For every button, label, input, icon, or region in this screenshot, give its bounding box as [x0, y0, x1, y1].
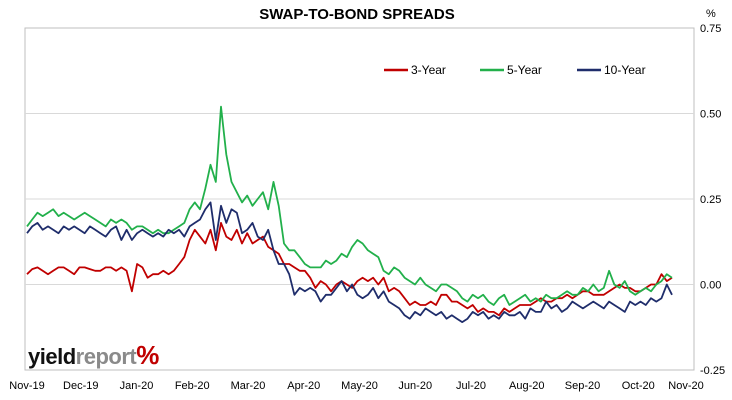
x-tick-label: Mar-20 — [231, 380, 266, 392]
x-tick-label: Aug-20 — [509, 380, 544, 392]
series-line-5-year — [26, 105, 673, 306]
x-tick-label: Apr-20 — [287, 380, 320, 392]
x-tick-label: Jan-20 — [120, 380, 154, 392]
x-tick-label: Jul-20 — [456, 380, 486, 392]
x-tick-label: Nov-19 — [9, 380, 44, 392]
x-tick-label: Sep-20 — [565, 380, 600, 392]
legend-label: 10-Year — [604, 63, 646, 77]
y-tick-label: 0.00 — [700, 280, 721, 292]
x-tick-label: Nov-20 — [668, 380, 703, 392]
x-tick-label: Feb-20 — [175, 380, 210, 392]
chart-title: SWAP-TO-BOND SPREADS — [259, 6, 455, 23]
y-tick-label: 0.50 — [700, 109, 721, 121]
y-tick-label: -0.25 — [700, 365, 725, 377]
x-tick-label: Oct-20 — [622, 380, 655, 392]
y-tick-label: 0.25 — [700, 194, 721, 206]
x-tick-label: May-20 — [341, 380, 378, 392]
yieldreport-logo: yieldreport% — [28, 340, 159, 370]
series-line-3-year — [26, 221, 673, 317]
y-axis-unit-label: % — [706, 8, 716, 20]
legend-label: 5-Year — [507, 63, 542, 77]
y-tick-label: 0.75 — [700, 23, 721, 35]
x-tick-label: Dec-19 — [63, 380, 98, 392]
x-tick-label: Jun-20 — [398, 380, 432, 392]
series-line-10-year — [26, 201, 673, 324]
legend-label: 3-Year — [411, 63, 446, 77]
